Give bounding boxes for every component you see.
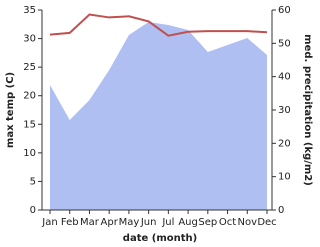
- x-tick-label: Jun: [140, 217, 157, 228]
- x-tick-label: Feb: [61, 217, 79, 228]
- y-tick-label: 20: [23, 91, 36, 102]
- x-axis-label: date (month): [123, 233, 197, 244]
- y-tick-label: 10: [23, 148, 36, 159]
- y-tick-label: 5: [30, 176, 36, 187]
- y2-tick-label: 30: [278, 105, 291, 116]
- y2-tick-label: 40: [278, 72, 291, 83]
- x-tick-label: Apr: [101, 217, 119, 228]
- y-tick-label: 25: [23, 62, 36, 73]
- y2-axis-label: med. precipitation (kg/m2): [302, 34, 313, 186]
- y-tick-label: 30: [23, 34, 36, 45]
- x-tick-label: Jul: [161, 217, 174, 228]
- precipitation-area: [50, 22, 267, 210]
- y-axis-label: max temp (C): [5, 72, 16, 148]
- y2-tick-label: 20: [278, 138, 291, 149]
- x-tick-label: Oct: [219, 217, 236, 228]
- y2-tick-label: 0: [278, 205, 284, 216]
- temperature-line: [49, 13, 268, 37]
- y2-tick-label: 60: [278, 5, 291, 16]
- x-tick-label: Aug: [178, 217, 198, 228]
- y2-tick-label: 10: [278, 172, 291, 183]
- y-tick-label: 15: [23, 119, 36, 130]
- x-tick-label: May: [119, 217, 140, 228]
- x-tick-label: Sep: [198, 217, 217, 228]
- y-tick-label: 35: [23, 5, 36, 16]
- x-tick-label: Dec: [257, 217, 276, 228]
- y2-tick-label: 50: [278, 38, 291, 49]
- x-tick-label: Mar: [80, 217, 100, 228]
- y-tick-label: 0: [30, 205, 36, 216]
- x-tick-label: Nov: [238, 217, 258, 228]
- x-tick-label: Jan: [41, 217, 57, 228]
